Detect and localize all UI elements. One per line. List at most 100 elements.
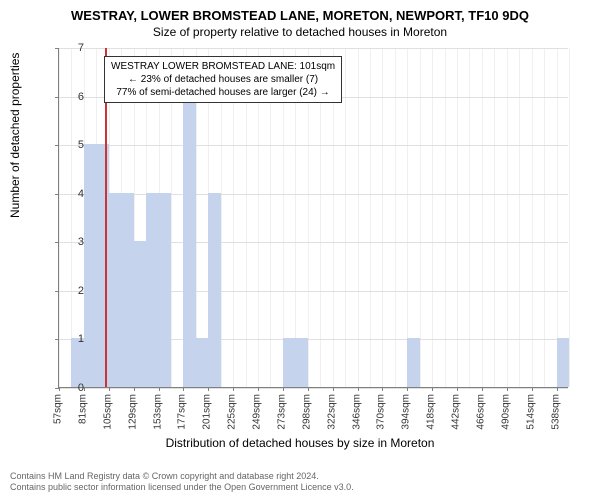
footer-line-2: Contains public sector information licen… bbox=[10, 482, 590, 494]
xtick-mark bbox=[507, 387, 508, 391]
annotation-line-1: WESTRAY LOWER BROMSTEAD LANE: 101sqm bbox=[111, 60, 335, 73]
ytick-label: 1 bbox=[60, 333, 84, 345]
gridline-v bbox=[557, 48, 558, 387]
xtick-label: 298sqm bbox=[301, 394, 312, 430]
gridline-v bbox=[494, 48, 495, 387]
gridline-v bbox=[420, 48, 421, 387]
xtick-label: 442sqm bbox=[451, 394, 462, 430]
xtick-label: 201sqm bbox=[202, 394, 213, 430]
xtick-label: 153sqm bbox=[152, 394, 163, 430]
xtick-label: 249sqm bbox=[252, 394, 263, 430]
xtick-mark bbox=[308, 387, 309, 391]
xtick-mark bbox=[159, 387, 160, 391]
ytick-label: 2 bbox=[60, 285, 84, 297]
xtick-mark bbox=[432, 387, 433, 391]
xtick-label: 346sqm bbox=[351, 394, 362, 430]
xtick-mark bbox=[457, 387, 458, 391]
xtick-label: 81sqm bbox=[77, 394, 88, 424]
ytick-label: 6 bbox=[60, 91, 84, 103]
xtick-label: 490sqm bbox=[500, 394, 511, 430]
ytick-mark bbox=[55, 242, 59, 243]
xtick-label: 418sqm bbox=[426, 394, 437, 430]
xtick-mark bbox=[84, 387, 85, 391]
xtick-mark bbox=[183, 387, 184, 391]
ytick-mark bbox=[55, 339, 59, 340]
bar bbox=[295, 338, 307, 387]
gridline-v bbox=[432, 48, 433, 387]
xtick-label: 538sqm bbox=[550, 394, 561, 430]
chart-title: WESTRAY, LOWER BROMSTEAD LANE, MORETON, … bbox=[0, 0, 600, 23]
annotation-line-2: ← 23% of detached houses are smaller (7) bbox=[111, 73, 335, 86]
bar bbox=[109, 193, 121, 387]
gridline-v bbox=[507, 48, 508, 387]
bar bbox=[557, 338, 569, 387]
bar bbox=[407, 338, 419, 387]
gridline-v bbox=[482, 48, 483, 387]
gridline-h bbox=[59, 145, 568, 146]
xtick-mark bbox=[283, 387, 284, 391]
bar bbox=[283, 338, 295, 387]
xtick-mark bbox=[258, 387, 259, 391]
chart-container: WESTRAY, LOWER BROMSTEAD LANE, MORETON, … bbox=[0, 0, 600, 500]
gridline-v bbox=[544, 48, 545, 387]
y-axis-label: Number of detached properties bbox=[8, 53, 22, 218]
bar bbox=[71, 338, 83, 387]
gridline-v bbox=[345, 48, 346, 387]
bar bbox=[183, 96, 195, 387]
xtick-label: 129sqm bbox=[127, 394, 138, 430]
xtick-label: 273sqm bbox=[276, 394, 287, 430]
ytick-label: 0 bbox=[60, 382, 84, 394]
xtick-mark bbox=[109, 387, 110, 391]
ytick-label: 5 bbox=[60, 139, 84, 151]
ytick-mark bbox=[55, 145, 59, 146]
xtick-label: 57sqm bbox=[53, 394, 64, 424]
bar bbox=[159, 193, 171, 387]
xtick-mark bbox=[482, 387, 483, 391]
xtick-label: 466sqm bbox=[475, 394, 486, 430]
xtick-mark bbox=[358, 387, 359, 391]
ytick-label: 7 bbox=[60, 42, 84, 54]
xtick-mark bbox=[407, 387, 408, 391]
gridline-v bbox=[532, 48, 533, 387]
gridline-h bbox=[59, 388, 568, 389]
ytick-mark bbox=[55, 48, 59, 49]
gridline-v bbox=[395, 48, 396, 387]
xtick-mark bbox=[333, 387, 334, 391]
bar bbox=[121, 193, 133, 387]
gridline-v bbox=[469, 48, 470, 387]
xtick-mark bbox=[532, 387, 533, 391]
ytick-mark bbox=[55, 194, 59, 195]
annotation-box: WESTRAY LOWER BROMSTEAD LANE: 101sqm ← 2… bbox=[104, 56, 342, 103]
x-axis-label: Distribution of detached houses by size … bbox=[0, 436, 600, 450]
footer: Contains HM Land Registry data © Crown c… bbox=[10, 471, 590, 494]
xtick-mark bbox=[134, 387, 135, 391]
chart-subtitle: Size of property relative to detached ho… bbox=[0, 23, 600, 39]
gridline-v bbox=[358, 48, 359, 387]
xtick-label: 514sqm bbox=[525, 394, 536, 430]
footer-line-1: Contains HM Land Registry data © Crown c… bbox=[10, 471, 590, 483]
gridline-h bbox=[59, 48, 568, 49]
gridline-v bbox=[407, 48, 408, 387]
gridline-v bbox=[569, 48, 570, 387]
xtick-label: 394sqm bbox=[401, 394, 412, 430]
gridline-v bbox=[457, 48, 458, 387]
gridline-v bbox=[445, 48, 446, 387]
xtick-mark bbox=[382, 387, 383, 391]
xtick-label: 225sqm bbox=[227, 394, 238, 430]
annotation-line-3: 77% of semi-detached houses are larger (… bbox=[111, 86, 335, 99]
bar bbox=[196, 338, 208, 387]
xtick-mark bbox=[208, 387, 209, 391]
xtick-label: 322sqm bbox=[326, 394, 337, 430]
xtick-label: 177sqm bbox=[177, 394, 188, 430]
bar bbox=[134, 241, 146, 387]
xtick-label: 370sqm bbox=[376, 394, 387, 430]
gridline-v bbox=[370, 48, 371, 387]
xtick-mark bbox=[233, 387, 234, 391]
gridline-h bbox=[59, 194, 568, 195]
xtick-label: 105sqm bbox=[102, 394, 113, 430]
plot-wrap: WESTRAY LOWER BROMSTEAD LANE: 101sqm ← 2… bbox=[58, 48, 568, 388]
ytick-mark bbox=[55, 97, 59, 98]
bar bbox=[208, 193, 220, 387]
ytick-label: 3 bbox=[60, 236, 84, 248]
ytick-label: 4 bbox=[60, 188, 84, 200]
